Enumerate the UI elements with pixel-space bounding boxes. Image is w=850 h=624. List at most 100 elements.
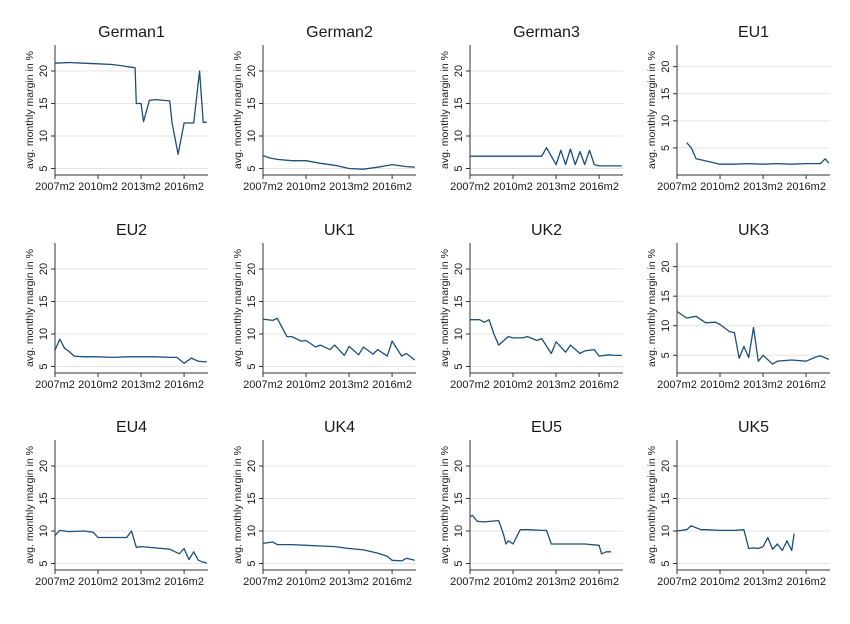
y-tick-label: 15 — [38, 295, 50, 307]
y-tick-label: 10 — [453, 130, 465, 142]
y-tick-label: 20 — [453, 460, 465, 472]
x-tick-label: 2010m2 — [286, 576, 326, 588]
x-tick-label: 2007m2 — [35, 576, 75, 588]
panel-title: UK3 — [738, 222, 769, 239]
y-axis-label: avg. monthly margin in % — [24, 51, 36, 169]
series-line — [54, 61, 207, 155]
x-tick-label: 2013m2 — [121, 181, 161, 193]
y-tick-label: 15 — [246, 295, 258, 307]
x-tick-label: 2010m2 — [700, 576, 740, 588]
panel-title: EU4 — [116, 419, 147, 436]
y-tick-label: 10 — [38, 328, 50, 340]
series-line — [686, 142, 830, 165]
x-tick-label: 2010m2 — [286, 181, 326, 193]
y-tick-label: 15 — [660, 88, 672, 100]
y-tick-label: 5 — [246, 560, 258, 566]
y-tick-label: 20 — [453, 65, 465, 77]
x-tick-label: 2007m2 — [35, 379, 75, 391]
x-tick-label: 2010m2 — [493, 576, 533, 588]
x-tick-label: 2016m2 — [786, 181, 826, 193]
panel-title: UK1 — [324, 222, 355, 239]
y-tick-label: 10 — [453, 525, 465, 537]
y-tick-label: 20 — [246, 65, 258, 77]
x-tick-label: 2016m2 — [786, 576, 826, 588]
x-tick-label: 2016m2 — [579, 181, 619, 193]
x-tick-label: 2007m2 — [450, 576, 490, 588]
x-tick-label: 2007m2 — [450, 181, 490, 193]
x-tick-label: 2007m2 — [243, 379, 283, 391]
y-tick-label: 20 — [660, 261, 672, 273]
x-tick-label: 2016m2 — [579, 379, 619, 391]
x-tick-label: 2013m2 — [329, 181, 369, 193]
panel-title: EU2 — [116, 222, 147, 239]
y-tick-label: 5 — [453, 363, 465, 369]
panel-title: UK2 — [531, 222, 562, 239]
series-line — [54, 338, 207, 364]
panel-title: German3 — [513, 24, 580, 41]
y-axis-label: avg. monthly margin in % — [646, 51, 658, 169]
x-tick-label: 2016m2 — [786, 379, 826, 391]
x-tick-label: 2010m2 — [700, 181, 740, 193]
y-tick-label: 10 — [660, 525, 672, 537]
x-tick-label: 2016m2 — [372, 576, 412, 588]
x-tick-label: 2010m2 — [493, 181, 533, 193]
y-tick-label: 10 — [660, 320, 672, 332]
y-tick-label: 10 — [453, 328, 465, 340]
y-axis-label: avg. monthly margin in % — [232, 446, 244, 564]
y-axis-label: avg. monthly margin in % — [646, 446, 658, 564]
y-tick-label: 5 — [453, 560, 465, 566]
y-tick-label: 5 — [660, 352, 672, 358]
x-tick-label: 2013m2 — [536, 379, 576, 391]
x-tick-label: 2010m2 — [78, 379, 118, 391]
series-line — [469, 514, 611, 555]
x-tick-label: 2010m2 — [78, 181, 118, 193]
y-tick-label: 15 — [246, 97, 258, 109]
series-line — [676, 525, 795, 552]
y-tick-label: 15 — [660, 492, 672, 504]
x-tick-label: 2007m2 — [450, 379, 490, 391]
panel-title: EU5 — [531, 419, 562, 436]
y-tick-label: 10 — [246, 130, 258, 142]
y-tick-label: 5 — [660, 560, 672, 566]
x-tick-label: 2013m2 — [536, 576, 576, 588]
x-tick-label: 2007m2 — [657, 576, 697, 588]
y-tick-label: 5 — [246, 165, 258, 171]
series-line — [470, 319, 622, 357]
x-tick-label: 2013m2 — [743, 181, 783, 193]
series-line — [54, 529, 207, 564]
y-tick-label: 15 — [38, 492, 50, 504]
y-tick-label: 5 — [38, 560, 50, 566]
x-tick-label: 2010m2 — [700, 379, 740, 391]
x-tick-label: 2010m2 — [493, 379, 533, 391]
y-tick-label: 20 — [246, 263, 258, 275]
y-tick-label: 10 — [246, 328, 258, 340]
series-line — [262, 317, 416, 361]
x-tick-label: 2016m2 — [372, 379, 412, 391]
y-tick-label: 20 — [453, 263, 465, 275]
x-tick-label: 2013m2 — [743, 576, 783, 588]
x-tick-label: 2010m2 — [286, 379, 326, 391]
y-tick-label: 20 — [38, 65, 50, 77]
x-tick-label: 2007m2 — [657, 379, 697, 391]
x-tick-label: 2007m2 — [657, 181, 697, 193]
y-axis-label: avg. monthly margin in % — [439, 446, 451, 564]
y-tick-label: 5 — [453, 165, 465, 171]
y-tick-label: 10 — [246, 525, 258, 537]
x-tick-label: 2013m2 — [329, 379, 369, 391]
series-line — [262, 541, 415, 562]
panel-title: UK4 — [324, 419, 355, 436]
x-tick-label: 2016m2 — [164, 576, 204, 588]
series-line — [676, 310, 830, 365]
y-tick-label: 15 — [453, 97, 465, 109]
x-tick-label: 2007m2 — [243, 181, 283, 193]
y-axis-label: avg. monthly margin in % — [439, 51, 451, 169]
y-axis-label: avg. monthly margin in % — [232, 51, 244, 169]
y-tick-label: 15 — [660, 290, 672, 302]
series-line — [470, 147, 622, 167]
x-tick-label: 2007m2 — [243, 576, 283, 588]
y-tick-label: 20 — [38, 460, 50, 472]
